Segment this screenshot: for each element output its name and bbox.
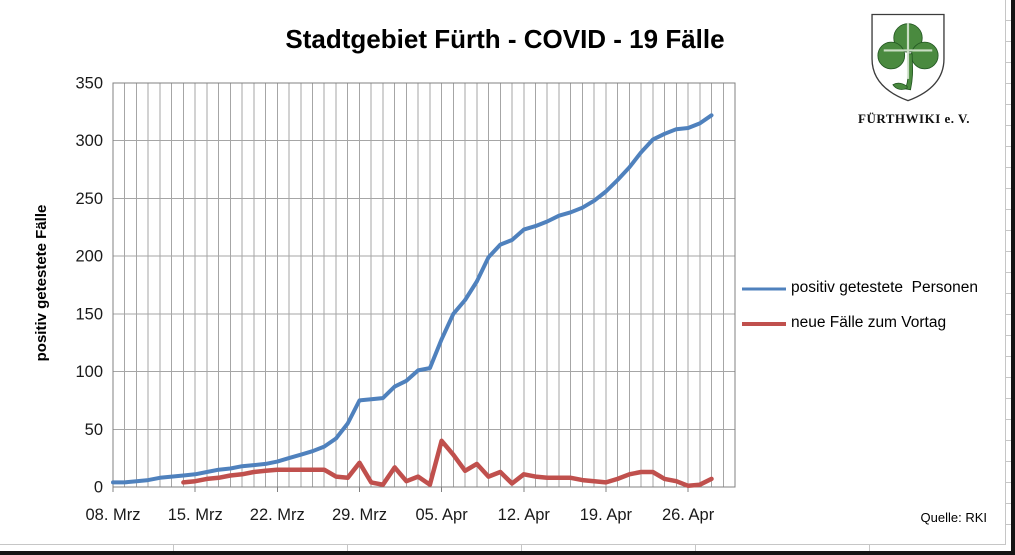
furthwiki-logo: FÜRTHWIKI e. V.: [858, 12, 971, 127]
x-tick-label: 22. Mrz: [250, 506, 305, 524]
x-tick-label: 29. Mrz: [332, 506, 387, 524]
y-tick-label: 150: [75, 305, 103, 323]
y-tick-label: 100: [75, 363, 103, 381]
sheet-bottom-cell-ticks: [0, 544, 1006, 551]
sheet-row-gridlines: [1005, 0, 1015, 545]
source-note: Quelle: RKI: [920, 510, 987, 525]
logo-caption: FÜRTHWIKI e. V.: [858, 111, 971, 126]
chart-title: Stadtgebiet Fürth - COVID - 19 Fälle: [285, 24, 725, 54]
screenshot-border-bottom: [0, 551, 1015, 555]
shield-clover-icon: [871, 13, 945, 102]
x-tick-label: 15. Mrz: [168, 506, 223, 524]
x-tick-label: 05. Apr: [415, 506, 468, 524]
x-tick-label: 19. Apr: [580, 506, 633, 524]
x-tick-label: 08. Mrz: [85, 506, 140, 524]
legend-line-red-icon: [742, 314, 786, 332]
x-tick-label: 26. Apr: [662, 506, 715, 524]
plot-border: [112, 82, 736, 488]
y-tick-label: 200: [75, 248, 103, 266]
y-tick-label: 250: [75, 190, 103, 208]
y-tick-label: 300: [75, 132, 103, 150]
legend-line-blue-icon: [742, 279, 786, 297]
series-line-neue: [181, 438, 714, 489]
y-tick-label: 350: [75, 75, 103, 93]
x-tick-label: 12. Apr: [498, 506, 551, 524]
legend-item-positiv: positiv getestete Personen: [742, 278, 978, 298]
legend-label-neue: neue Fälle zum Vortag: [791, 314, 947, 331]
series-line-positiv: [111, 113, 714, 485]
screenshot-border-right: [1011, 0, 1015, 555]
legend-label-positiv: positiv getestete Personen: [791, 279, 978, 296]
legend-item-neue: neue Fälle zum Vortag: [742, 313, 946, 333]
y-tick-label: 50: [85, 421, 103, 439]
y-tick-label: 0: [94, 479, 103, 497]
